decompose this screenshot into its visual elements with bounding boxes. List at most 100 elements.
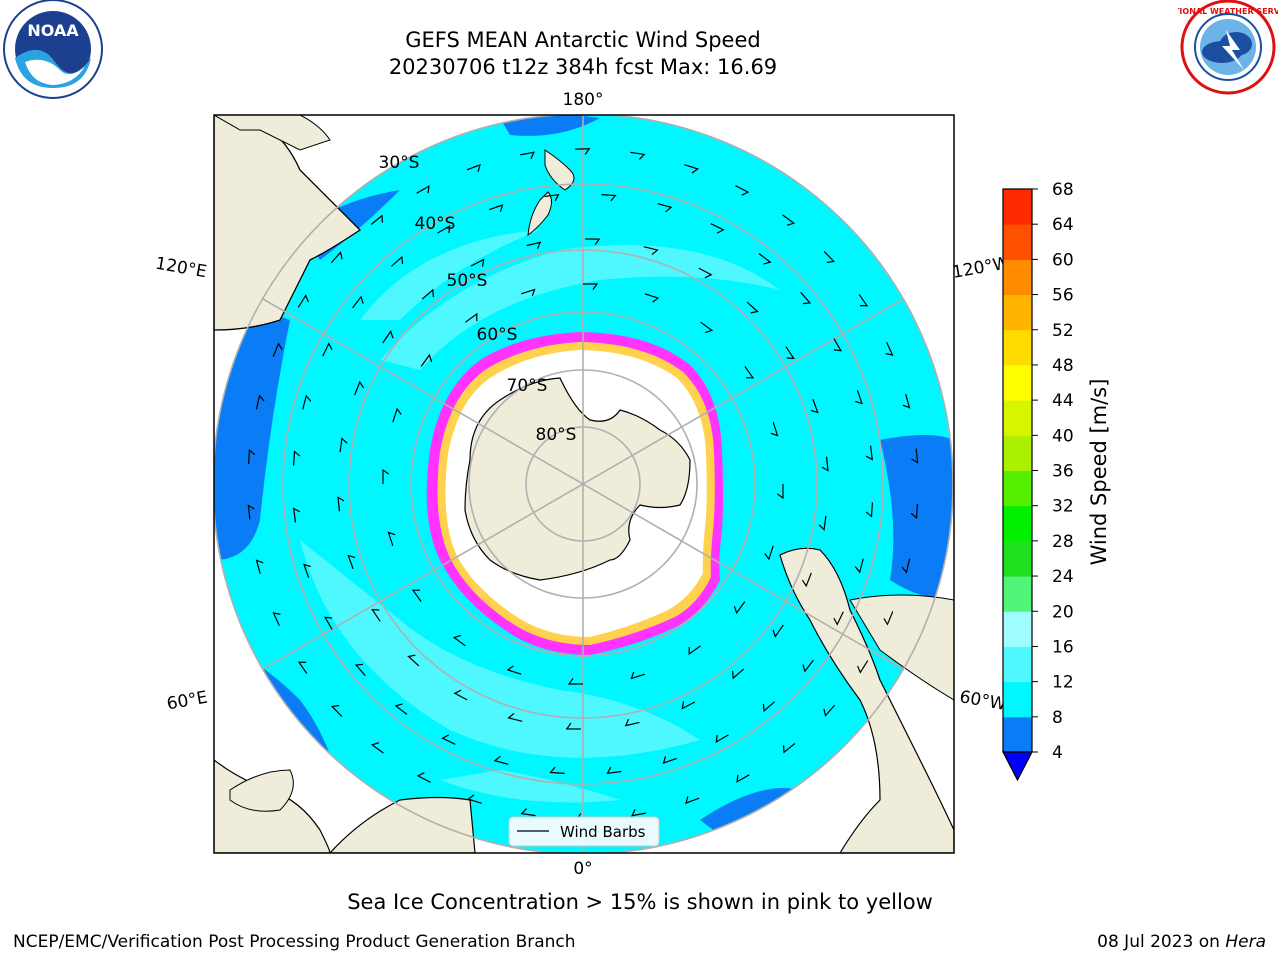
land-australia — [214, 115, 362, 331]
wind-barb — [507, 712, 523, 722]
colorbar-tick-label: 12 — [1052, 673, 1074, 693]
colorbar-tick-label: 52 — [1052, 321, 1074, 341]
wind-barb — [735, 185, 750, 196]
wind-barb — [549, 766, 565, 774]
colorbar-label: Wind Speed [m/s] — [1087, 379, 1111, 566]
wind-barb — [391, 255, 404, 267]
colorbar-tick-label: 28 — [1052, 532, 1074, 552]
chart-title-line-1: GEFS MEAN Antarctic Wind Speed — [405, 28, 761, 52]
colorbar-tick-label: 24 — [1052, 567, 1074, 587]
wind-barb — [493, 755, 509, 765]
wind-barb — [758, 253, 772, 265]
wind-barb — [710, 223, 725, 234]
wind-barb — [354, 663, 366, 676]
wind-field-12-16-c — [360, 230, 540, 320]
colorbar-segment — [1003, 400, 1032, 436]
wind-barb — [420, 353, 433, 367]
wind-barb — [681, 701, 696, 710]
wind-barb — [371, 609, 381, 622]
wind-barb — [823, 704, 836, 717]
colorbar-segment — [1003, 540, 1032, 577]
wind-barb — [544, 193, 560, 202]
graticule — [214, 115, 954, 853]
lon-label-top: 180° — [563, 90, 604, 110]
wind-barb — [416, 772, 431, 783]
wind-barb — [323, 616, 333, 630]
colorbar-segment — [1003, 435, 1032, 471]
land-madagascar — [229, 769, 294, 812]
colorbar-tick-label: 8 — [1052, 708, 1063, 728]
wind-barb — [732, 668, 745, 680]
wind-barb — [453, 689, 468, 701]
wind-barb — [885, 342, 894, 356]
wind-barb — [470, 258, 485, 267]
wind-barb — [437, 224, 451, 234]
wind-barb — [854, 558, 864, 574]
wind-barb — [865, 502, 873, 518]
wind-barb — [302, 394, 312, 410]
wind-barb — [601, 194, 617, 202]
wind-barb — [733, 601, 746, 615]
wind-barb — [802, 659, 814, 673]
colorbar-segment — [1003, 364, 1032, 401]
wind-barb — [382, 468, 390, 484]
wind-barb — [833, 338, 843, 352]
nws-logo: NATIONAL WEATHER SERVICE — [1178, 0, 1278, 95]
wind-field-12-16-b — [380, 245, 780, 370]
colorbar-tick-label: 44 — [1052, 391, 1074, 411]
wind-barb — [818, 515, 827, 531]
colorbar-segment — [1003, 716, 1032, 753]
wind-barbs-legend-label: Wind Barbs — [560, 823, 646, 841]
lon-label-bottom: 0° — [573, 859, 592, 879]
wind-barb — [565, 722, 581, 730]
wind-barb — [902, 394, 911, 409]
colorbar-segment — [1003, 329, 1032, 366]
wind-barb — [575, 148, 591, 155]
wind-barb — [630, 151, 646, 160]
wind-barb — [585, 238, 601, 246]
wind-barb — [685, 796, 700, 805]
wind-barb — [762, 701, 775, 713]
land-south-america-east — [849, 594, 954, 701]
wind-barb — [746, 301, 759, 314]
wind-barb — [911, 448, 919, 464]
colorbar-segment — [1003, 646, 1032, 683]
wind-barb — [322, 342, 333, 357]
wind-field-12-16-d — [440, 770, 620, 803]
lon-label-lower-left: 60°E — [165, 688, 209, 715]
wind-barb — [465, 312, 478, 323]
lat-label-60s: 60°S — [477, 325, 518, 345]
wind-barb — [441, 734, 456, 745]
colorbar-tick-label: 48 — [1052, 356, 1074, 376]
wind-barb — [520, 808, 536, 817]
lat-label-30s: 30°S — [379, 153, 420, 173]
wind-barb — [567, 677, 583, 685]
wind-barb — [764, 545, 774, 561]
wind-barb — [407, 654, 420, 667]
wind-barb — [801, 572, 812, 588]
wind-barb — [394, 703, 408, 715]
land-south-america — [779, 547, 954, 853]
wind-barb — [833, 611, 844, 626]
wind-barb — [411, 589, 422, 602]
wind-barb — [631, 809, 646, 817]
wind-barb — [520, 151, 535, 159]
colorbar-tick-label: 60 — [1052, 250, 1074, 270]
wind-barb — [810, 398, 819, 414]
wind-barb — [785, 346, 795, 359]
colorbar-tick-label: 20 — [1052, 602, 1074, 622]
colorbar-extend-min — [1002, 751, 1033, 782]
wind-barbs-legend: Wind Barbs — [508, 816, 660, 847]
wind-barb — [466, 794, 482, 804]
land-top-left — [214, 115, 331, 151]
colorbar-segment — [1003, 505, 1032, 542]
wind-barb — [293, 450, 301, 466]
wind-barb — [272, 612, 281, 626]
footer-credit: NCEP/EMC/Verification Post Processing Pr… — [13, 932, 576, 952]
wind-barb — [297, 294, 309, 308]
wind-barb — [297, 661, 308, 675]
lon-label-upper-right: 120°W — [951, 253, 1012, 283]
wind-barb — [855, 390, 863, 405]
colorbar-tick-label: 32 — [1052, 497, 1074, 517]
